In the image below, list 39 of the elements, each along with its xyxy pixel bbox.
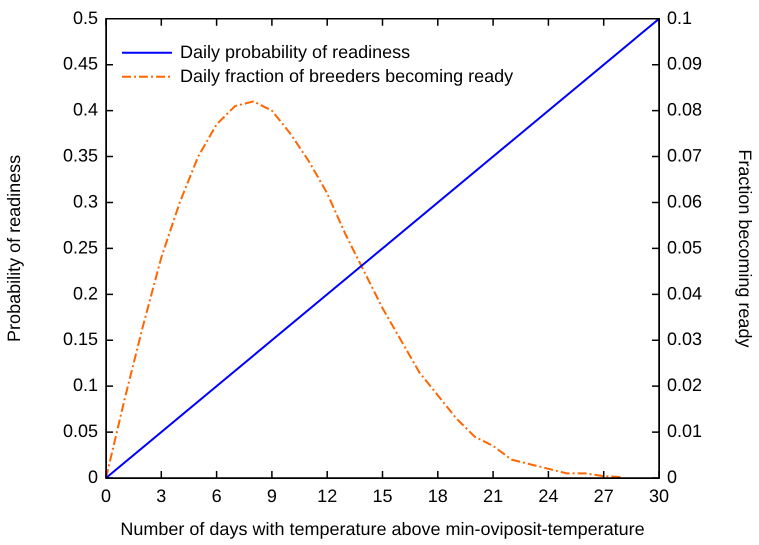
legend-label: Daily probability of readiness: [180, 42, 410, 62]
y-tick-label: 0.4: [72, 100, 98, 120]
legend-label: Daily fraction of breeders becoming ready: [180, 66, 514, 86]
y-tick-label: 0: [88, 466, 98, 487]
y-tick-label: 0.3: [72, 191, 98, 212]
y2-tick-label: 0.01: [667, 421, 702, 442]
y-tick-label: 0.45: [62, 54, 98, 74]
y2-tick-label: 0.09: [667, 54, 702, 74]
x-tick-label: 30: [648, 486, 670, 506]
y2-tick-label: 0.02: [667, 375, 702, 396]
x-tick-label: 27: [594, 486, 614, 506]
y-tick-label: 0.25: [62, 237, 98, 258]
x-tick-label: 9: [266, 486, 277, 506]
x-tick-label: 6: [212, 486, 222, 506]
y2-tick-label: 0.06: [667, 191, 702, 212]
line-series: [106, 100, 624, 478]
x-tick-label: 24: [538, 486, 558, 506]
y-axis-title: Probability of readiness: [4, 154, 24, 342]
y-tick-label: 0.05: [62, 421, 98, 442]
y-tick-label: 0.15: [62, 329, 98, 350]
x-axis-title: Number of days with temperature above min-oviposit-temperature: [120, 519, 645, 540]
y2-tick-label: 0.07: [667, 146, 702, 166]
x-tick-label: 15: [372, 486, 393, 506]
y2-tick-label: 0: [667, 466, 678, 487]
x-tick-label: 18: [428, 486, 448, 506]
y2-tick-label: 0.03: [667, 329, 702, 350]
y-tick-label: 0.1: [72, 375, 98, 396]
x-tick-label: 21: [483, 486, 504, 506]
y2-tick-label: 0.1: [667, 8, 692, 28]
x-tick-label: 12: [317, 486, 338, 506]
x-tick-label: 3: [156, 486, 166, 506]
y-tick-label: 0.2: [72, 283, 98, 304]
y-tick-label: 0.5: [72, 8, 98, 28]
y2-tick-label: 0.04: [667, 283, 702, 304]
y-tick-label: 0.35: [62, 146, 98, 166]
y2-tick-label: 0.05: [667, 237, 702, 258]
y2-tick-label: 0.08: [667, 100, 702, 120]
y2-axis-title: Fraction becoming ready: [735, 149, 756, 348]
x-tick-label: 0: [100, 486, 112, 506]
